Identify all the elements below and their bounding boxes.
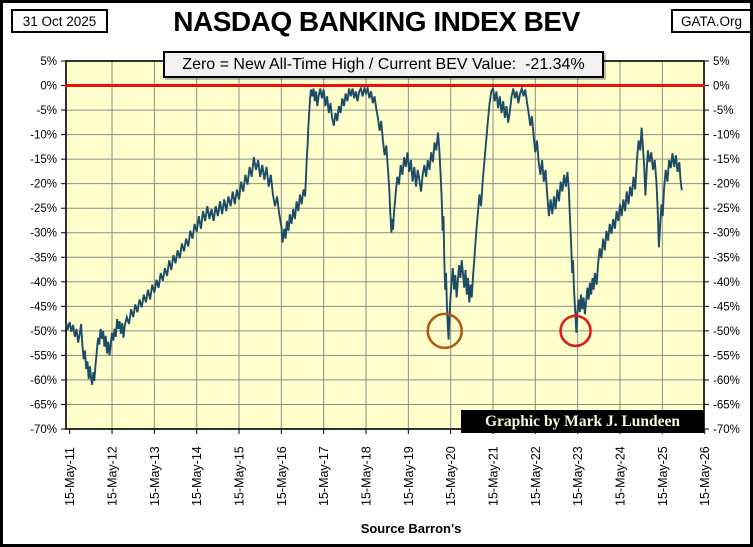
credit-label: Graphic by Mark J. Lundeen: [484, 412, 681, 430]
y-axis-label-right: -70%: [713, 424, 740, 436]
x-axis-label: 15-May-14: [190, 446, 204, 506]
y-axis-label-left: -15%: [30, 154, 57, 166]
x-axis-label: 15-May-19: [402, 446, 416, 506]
y-axis-label-right: -45%: [713, 301, 740, 313]
x-axis-label: 15-May-23: [571, 446, 585, 506]
y-axis-label-right: -10%: [713, 130, 740, 142]
y-axis-label-left: -40%: [30, 277, 57, 289]
y-axis-label-left: -25%: [30, 203, 57, 215]
y-axis-label-left: -60%: [30, 375, 57, 387]
x-axis-label: 15-May-11: [63, 447, 77, 506]
page-title: NASDAQ BANKING INDEX BEV: [173, 6, 580, 37]
y-axis-label-left: -45%: [30, 301, 57, 313]
x-axis-label: 15-May-13: [148, 446, 162, 506]
y-axis-label-right: -5%: [713, 105, 733, 117]
y-axis-label-right: -55%: [713, 350, 740, 362]
x-axis-label: 15-May-17: [317, 446, 331, 506]
bev-chart: 5% 5% 0% 0% -5% -5% -10% -10% -15% -15% -20% -20% -2…: [30, 56, 740, 506]
y-axis-label-left: -5%: [37, 105, 57, 117]
y-axis-label-right: 0%: [713, 81, 730, 93]
y-axis-label-right: -20%: [713, 179, 740, 191]
y-axis-label-left: -10%: [30, 130, 57, 142]
y-axis-label-right: 5%: [713, 56, 730, 68]
source-label: Source Barron's: [360, 521, 462, 536]
y-axis-label-left: 5%: [40, 56, 57, 68]
y-axis-label-left: -30%: [30, 228, 57, 240]
y-axis-label-left: 0%: [40, 81, 57, 93]
y-axis-label-right: -50%: [713, 326, 740, 338]
x-axis-label: 15-May-16: [275, 446, 289, 506]
date-box: 31 Oct 2025: [11, 9, 108, 33]
y-axis-label-left: -50%: [30, 326, 57, 338]
y-axis-label-right: -15%: [713, 154, 740, 166]
y-axis-label-left: -20%: [30, 179, 57, 191]
y-axis-label-right: -30%: [713, 228, 740, 240]
subtitle-label: Zero = New All-Time High / Current BEV V…: [182, 55, 585, 73]
y-axis-label-right: -25%: [713, 203, 740, 215]
y-axis-label-left: -55%: [30, 350, 57, 362]
y-axis-label-right: -65%: [713, 399, 740, 411]
x-axis-label: 15-May-22: [529, 446, 543, 506]
plot-area: [66, 61, 704, 429]
bev-line: [65, 84, 683, 385]
mar-2020-crash-low-circle: [426, 312, 464, 350]
y-axis-label-right: -40%: [713, 277, 740, 289]
org-box: GATA.Org: [671, 9, 750, 33]
y-axis-label-left: -65%: [30, 399, 57, 411]
y-axis-label-right: -35%: [713, 252, 740, 264]
org-label: GATA.Org: [680, 13, 742, 29]
x-axis-label: 15-May-25: [656, 446, 670, 506]
credit-box: Graphic by Mark J. Lundeen: [461, 410, 704, 433]
y-axis-label-right: -60%: [713, 375, 740, 387]
x-axis-label: 15-May-24: [613, 446, 627, 506]
x-axis-label: 15-May-15: [233, 446, 247, 506]
may-2023-banking-crisis-low-circle: [559, 314, 592, 348]
x-axis-label: 15-May-26: [698, 446, 712, 506]
x-axis-label: 15-May-20: [444, 446, 458, 506]
y-axis-label-left: -35%: [30, 252, 57, 264]
date-label: 31 Oct 2025: [22, 13, 97, 29]
y-axis-label-left: -70%: [30, 424, 57, 436]
x-axis-label: 15-May-18: [360, 446, 374, 506]
x-axis-label: 15-May-21: [487, 446, 501, 506]
x-axis-label: 15-May-12: [106, 446, 120, 506]
subtitle-box: Zero = New All-Time High / Current BEV V…: [163, 51, 604, 78]
